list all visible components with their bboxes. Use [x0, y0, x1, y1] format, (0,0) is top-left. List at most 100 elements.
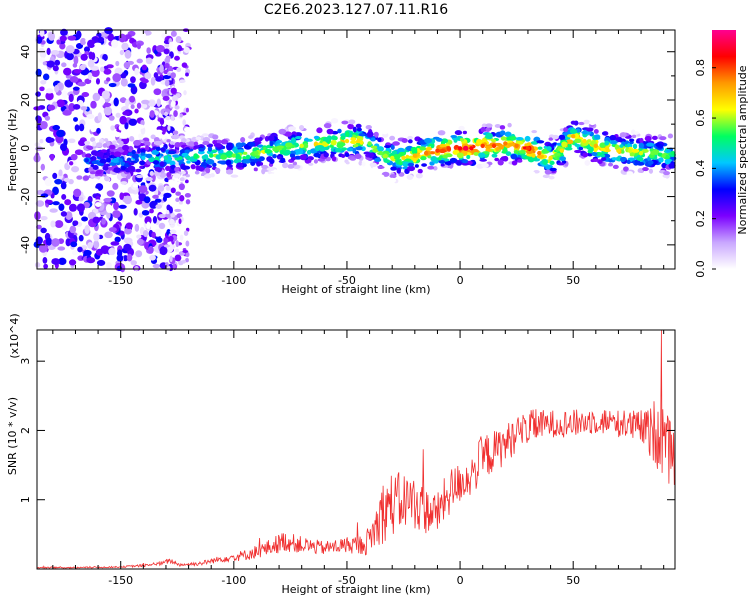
spectrogram-cell: [233, 148, 239, 154]
spectrogram-cell: [593, 128, 599, 134]
spectrogram-cell: [400, 132, 406, 138]
spectrogram-cell: [90, 137, 96, 143]
spectrogram-cell: [91, 160, 99, 165]
spectrogram-cell: [93, 232, 100, 242]
spectrogram-cell: [142, 140, 151, 147]
spectrogram-cell: [303, 143, 309, 149]
spectrogram-cell: [184, 193, 191, 198]
spectrogram-cell: [450, 134, 458, 139]
spectrogram-cell: [104, 231, 113, 239]
spectrogram-cell: [130, 104, 135, 110]
spectrogram-cell: [151, 231, 156, 239]
spectrogram-cell: [205, 167, 211, 174]
spectrogram-cell: [75, 30, 82, 39]
spectrogram-cell: [485, 127, 491, 133]
spectrogram-cell: [356, 127, 362, 132]
spectrogram-cell: [636, 157, 644, 162]
colorbar-tick-label: 0.2: [694, 210, 707, 228]
spectrogram-cell: [353, 143, 359, 148]
spectrogram-cell: [531, 152, 536, 158]
spectrogram-cell: [466, 154, 471, 160]
spectrogram-cell: [169, 218, 175, 225]
spectrogram-cell: [213, 181, 218, 187]
spectrogram-cell: [389, 135, 396, 141]
spectrogram-ridge-point: [322, 141, 327, 146]
spectrogram-cell: [264, 149, 273, 154]
spectrogram-cell: [164, 44, 171, 48]
spectrogram-cell: [182, 119, 186, 126]
spectrogram-ridge-point: [582, 138, 587, 144]
spectrogram-cell: [321, 163, 329, 168]
spectrogram-cell: [248, 141, 256, 147]
spectrogram-ridge-point: [593, 143, 599, 149]
spectrogram-cell: [216, 173, 221, 180]
spectrogram-cell: [638, 142, 645, 149]
spectrogram-cell: [184, 98, 189, 103]
spectrogram-cell: [154, 198, 162, 203]
spectrogram-cell: [146, 221, 151, 230]
spectrogram-cell: [167, 125, 171, 132]
spectrogram-cell: [554, 152, 561, 157]
spectrogram-cell: [536, 140, 545, 144]
spectrogram-cell: [454, 130, 463, 136]
spectrogram-cell: [632, 143, 638, 150]
spectrogram-cell: [136, 238, 144, 246]
spectrogram-cell: [155, 237, 163, 243]
spectrogram-cell: [225, 159, 232, 166]
spectrogram-cell: [128, 162, 135, 166]
spectrogram-cell: [456, 161, 463, 166]
spectrogram-cell: [181, 259, 187, 264]
spectrogram-cell: [481, 162, 489, 168]
spectrogram-cell: [65, 211, 73, 220]
spectrogram-cell: [88, 51, 94, 60]
spectrogram-cell: [39, 86, 45, 92]
spectrogram-cell: [658, 157, 664, 163]
spectrogram-cell: [49, 153, 55, 161]
spectrogram-cell: [67, 35, 77, 41]
spectrogram-cell: [655, 124, 663, 128]
spectrogram-cell: [114, 236, 121, 243]
spectrogram-cell: [573, 158, 580, 162]
spectrogram-cell: [392, 141, 400, 146]
spectrogram-cell: [174, 55, 180, 61]
x-tick-label: -50: [338, 574, 356, 587]
spectrogram-cell: [168, 235, 174, 242]
spectrogram-cell: [106, 262, 112, 270]
spectrogram-cell: [424, 137, 433, 144]
spectrogram-ridge-point: [525, 146, 531, 151]
spectrogram-cell: [145, 57, 153, 65]
spectrogram-cell: [172, 154, 180, 158]
spectrogram-cell: [439, 177, 447, 182]
spectrogram-cell: [267, 135, 275, 142]
spectrogram-cell: [108, 247, 116, 256]
spectrogram-cell: [118, 33, 127, 43]
spectrogram-cell: [193, 141, 199, 146]
spectrogram-cell: [295, 148, 304, 155]
spectrogram-cell: [164, 62, 170, 69]
spectrogram-cell: [73, 55, 79, 65]
spectrogram-cell: [403, 158, 412, 162]
spectrogram-cell: [70, 241, 78, 248]
spectrogram-cell: [485, 132, 493, 139]
spectrogram-cell: [184, 147, 191, 151]
spectrogram-cell: [40, 163, 45, 171]
spectrogram-cell: [201, 161, 207, 167]
spectrogram-cell: [38, 243, 48, 253]
spectrogram-cell: [350, 140, 358, 144]
spectrogram-cell: [280, 119, 287, 123]
spectrogram-cell: [372, 166, 379, 171]
spectrogram-cell: [73, 220, 79, 226]
spectrogram-cell: [110, 151, 115, 155]
spectrogram-cell: [574, 138, 582, 144]
spectrogram-cell: [183, 230, 189, 236]
spectrogram-cell: [121, 42, 129, 51]
spectrogram-cell: [131, 149, 136, 155]
spectrogram-cell: [140, 32, 147, 38]
spectrogram-cell: [390, 144, 395, 150]
spectrogram-cell: [42, 256, 48, 264]
spectrogram-cell: [170, 212, 176, 218]
spectrogram-cell: [44, 115, 51, 121]
spectrogram-cell: [137, 147, 142, 154]
spectrogram-cell: [58, 203, 65, 211]
spectrogram-cell: [201, 155, 207, 160]
